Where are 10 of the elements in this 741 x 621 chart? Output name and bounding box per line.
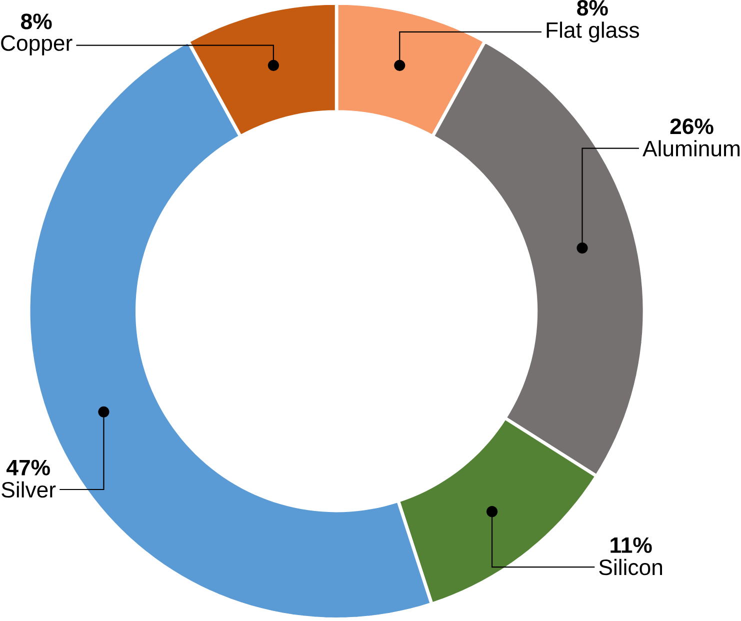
data-label: 47% bbox=[6, 460, 50, 476]
slice-label: Flat glass bbox=[546, 22, 639, 42]
slice-label: Aluminum bbox=[642, 140, 740, 157]
slice-label: Silver bbox=[2, 481, 56, 498]
slice-label: Silicon bbox=[599, 559, 662, 576]
data-label: 26% bbox=[670, 118, 714, 134]
data-label: 11% bbox=[610, 537, 652, 554]
slice-label: Copper bbox=[1, 35, 72, 56]
data-label: 8% bbox=[21, 14, 52, 30]
data-label: 8% bbox=[577, 0, 608, 16]
